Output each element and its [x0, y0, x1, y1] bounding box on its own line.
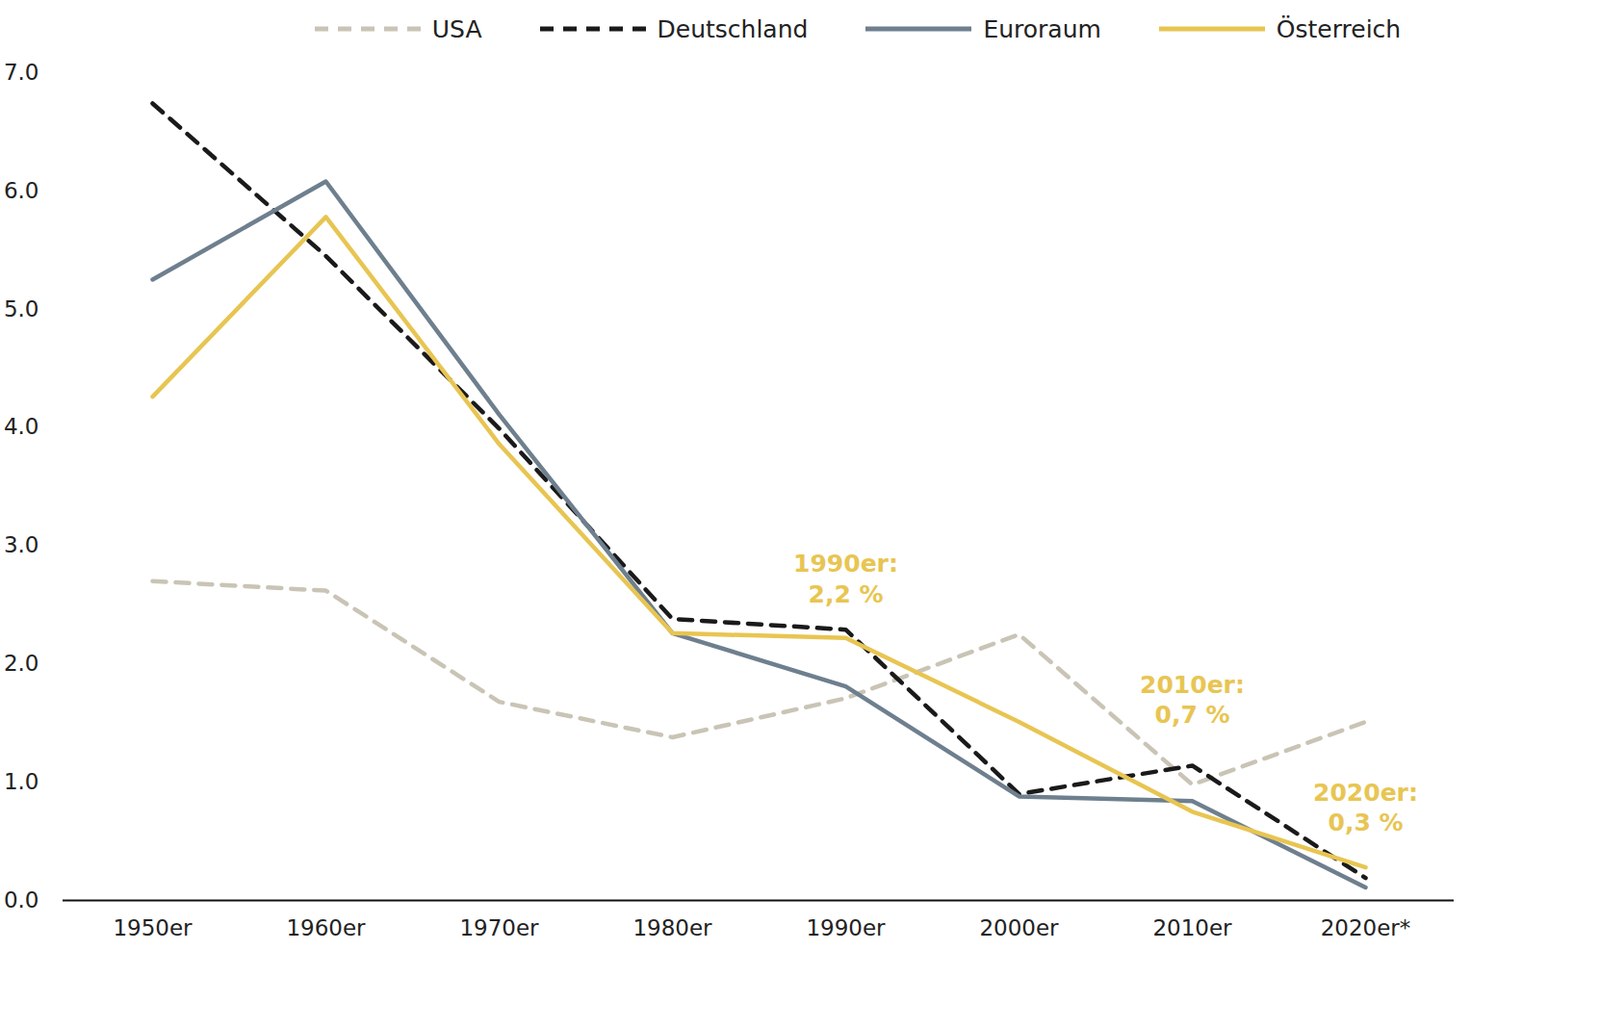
svg-text:2010er:0,7 %: 2010er:0,7 %	[1139, 670, 1245, 729]
svg-text:7.0: 7.0	[3, 59, 40, 85]
svg-text:1990er:2,2 %: 1990er:2,2 %	[793, 549, 899, 608]
svg-text:6.0: 6.0	[3, 178, 40, 204]
svg-text:4.0: 4.0	[3, 413, 40, 439]
svg-text:1990er: 1990er	[805, 915, 886, 941]
svg-text:1980er: 1980er	[632, 915, 713, 941]
svg-text:2020er*: 2020er*	[1320, 915, 1412, 941]
html-text:Österreich: Österreich	[1276, 14, 1401, 43]
svg-text:1960er: 1960er	[285, 915, 366, 941]
html-text:Deutschland: Deutschland	[657, 14, 809, 43]
svg-text:1970er: 1970er	[459, 915, 540, 941]
svg-text:0.0: 0.0	[3, 887, 40, 913]
svg-text:2010er: 2010er	[1152, 915, 1233, 941]
svg-text:5.0: 5.0	[3, 296, 40, 322]
svg-text:2.0: 2.0	[3, 650, 40, 676]
svg-text:1.0: 1.0	[3, 769, 40, 795]
svg-text:2020er:0,3 %: 2020er:0,3 %	[1313, 778, 1419, 837]
svg-text:2000er: 2000er	[979, 915, 1059, 941]
svg-text:1950er: 1950er	[112, 915, 193, 941]
svg-text:3.0: 3.0	[3, 532, 40, 558]
html-text:Euroraum: Euroraum	[983, 14, 1102, 43]
html-text:USA: USA	[432, 14, 482, 43]
